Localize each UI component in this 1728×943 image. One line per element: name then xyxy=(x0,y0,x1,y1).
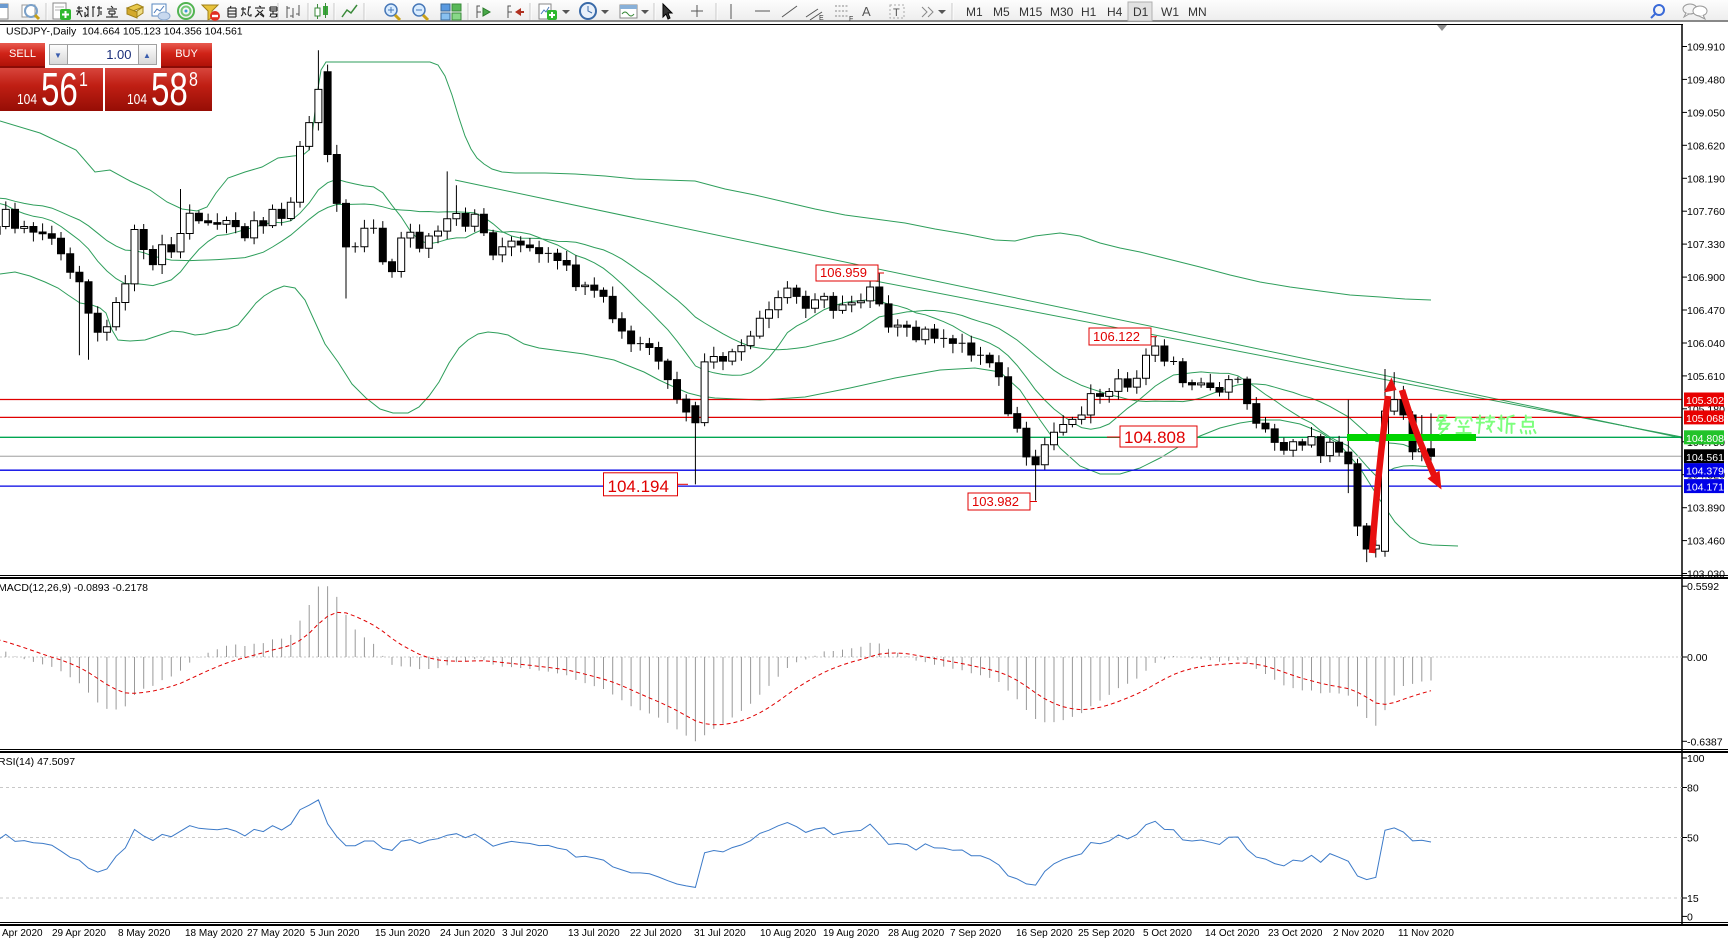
svg-text:104.379: 104.379 xyxy=(1686,466,1724,478)
svg-text:105.302: 105.302 xyxy=(1686,395,1724,407)
svg-text:11 Nov 2020: 11 Nov 2020 xyxy=(1398,928,1454,938)
svg-text:106.900: 106.900 xyxy=(1687,272,1725,284)
svg-text:109.480: 109.480 xyxy=(1687,74,1725,86)
svg-text:E: E xyxy=(819,15,824,22)
svg-text:100: 100 xyxy=(1687,753,1705,765)
svg-text:104.808: 104.808 xyxy=(1124,428,1185,447)
svg-text:107.760: 107.760 xyxy=(1687,206,1725,218)
svg-text:A: A xyxy=(862,4,871,19)
svg-text:H4: H4 xyxy=(1107,5,1123,19)
svg-text:M5: M5 xyxy=(993,5,1010,19)
svg-text:107.330: 107.330 xyxy=(1687,239,1725,251)
svg-text:105.068: 105.068 xyxy=(1686,413,1724,425)
svg-text:5 Jun 2020: 5 Jun 2020 xyxy=(310,928,360,938)
svg-text:M30: M30 xyxy=(1050,5,1074,19)
svg-text:28 Aug 2020: 28 Aug 2020 xyxy=(888,928,945,938)
svg-text:80: 80 xyxy=(1687,783,1699,795)
svg-text:106.122: 106.122 xyxy=(1093,329,1140,344)
svg-text:18 May 2020: 18 May 2020 xyxy=(185,928,243,938)
svg-text:50: 50 xyxy=(1687,833,1699,845)
svg-text:13 Jul 2020: 13 Jul 2020 xyxy=(568,928,620,938)
svg-text:109.910: 109.910 xyxy=(1687,42,1725,54)
svg-text:103.460: 103.460 xyxy=(1687,536,1725,548)
svg-text:103.890: 103.890 xyxy=(1687,503,1725,515)
svg-text:RSI(14) 47.5097: RSI(14) 47.5097 xyxy=(0,756,75,768)
svg-text:29 Apr 2020: 29 Apr 2020 xyxy=(52,928,106,938)
svg-text:15: 15 xyxy=(1687,893,1699,905)
svg-text:M1: M1 xyxy=(966,5,983,19)
svg-text:106.959: 106.959 xyxy=(820,265,867,280)
svg-text:24 Jun 2020: 24 Jun 2020 xyxy=(440,928,495,938)
svg-text:108.190: 108.190 xyxy=(1687,173,1725,185)
svg-text:104.171: 104.171 xyxy=(1686,482,1724,494)
svg-text:104.808: 104.808 xyxy=(1686,433,1724,445)
svg-text:106.040: 106.040 xyxy=(1687,338,1725,350)
svg-text:0: 0 xyxy=(1687,911,1693,923)
svg-text:W1: W1 xyxy=(1161,5,1179,19)
svg-text:104.561: 104.561 xyxy=(1686,452,1724,464)
svg-text:7 Sep 2020: 7 Sep 2020 xyxy=(950,928,1002,938)
svg-text:14 Oct 2020: 14 Oct 2020 xyxy=(1205,928,1260,938)
svg-text:D1: D1 xyxy=(1133,5,1149,19)
svg-text:2 Nov 2020: 2 Nov 2020 xyxy=(1333,928,1385,938)
svg-text:F: F xyxy=(849,16,853,23)
svg-text:Apr 2020: Apr 2020 xyxy=(2,928,43,938)
svg-text:T: T xyxy=(893,7,900,19)
svg-text:31 Jul 2020: 31 Jul 2020 xyxy=(694,928,746,938)
svg-text:MN: MN xyxy=(1188,5,1207,19)
svg-text:16 Sep 2020: 16 Sep 2020 xyxy=(1016,928,1073,938)
svg-text:19 Aug 2020: 19 Aug 2020 xyxy=(823,928,880,938)
svg-text:27 May 2020: 27 May 2020 xyxy=(247,928,305,938)
svg-text:0.00: 0.00 xyxy=(1687,652,1708,664)
svg-text:M15: M15 xyxy=(1019,5,1043,19)
svg-text:104.194: 104.194 xyxy=(608,477,669,496)
svg-text:3 Jul 2020: 3 Jul 2020 xyxy=(502,928,549,938)
svg-text:5 Oct 2020: 5 Oct 2020 xyxy=(1143,928,1192,938)
svg-text:0.5592: 0.5592 xyxy=(1687,581,1719,593)
svg-text:25 Sep 2020: 25 Sep 2020 xyxy=(1078,928,1135,938)
svg-text:23 Oct 2020: 23 Oct 2020 xyxy=(1268,928,1323,938)
svg-text:8 May 2020: 8 May 2020 xyxy=(118,928,171,938)
svg-text:15 Jun 2020: 15 Jun 2020 xyxy=(375,928,430,938)
svg-text:108.620: 108.620 xyxy=(1687,140,1725,152)
svg-text:-0.6387: -0.6387 xyxy=(1687,736,1723,748)
svg-text:103.982: 103.982 xyxy=(972,494,1019,509)
svg-text:106.470: 106.470 xyxy=(1687,305,1725,317)
svg-text:USDJPY-,Daily 104.664 105.123: USDJPY-,Daily 104.664 105.123 104.356 10… xyxy=(6,26,243,38)
svg-text:105.610: 105.610 xyxy=(1687,371,1725,383)
svg-text:22 Jul 2020: 22 Jul 2020 xyxy=(630,928,682,938)
svg-text:10 Aug 2020: 10 Aug 2020 xyxy=(760,928,817,938)
svg-text:MACD(12,26,9) -0.0893 -0.2178: MACD(12,26,9) -0.0893 -0.2178 xyxy=(0,582,148,594)
svg-text:H1: H1 xyxy=(1081,5,1097,19)
svg-text:103.030: 103.030 xyxy=(1687,569,1725,581)
svg-text:109.050: 109.050 xyxy=(1687,107,1725,119)
